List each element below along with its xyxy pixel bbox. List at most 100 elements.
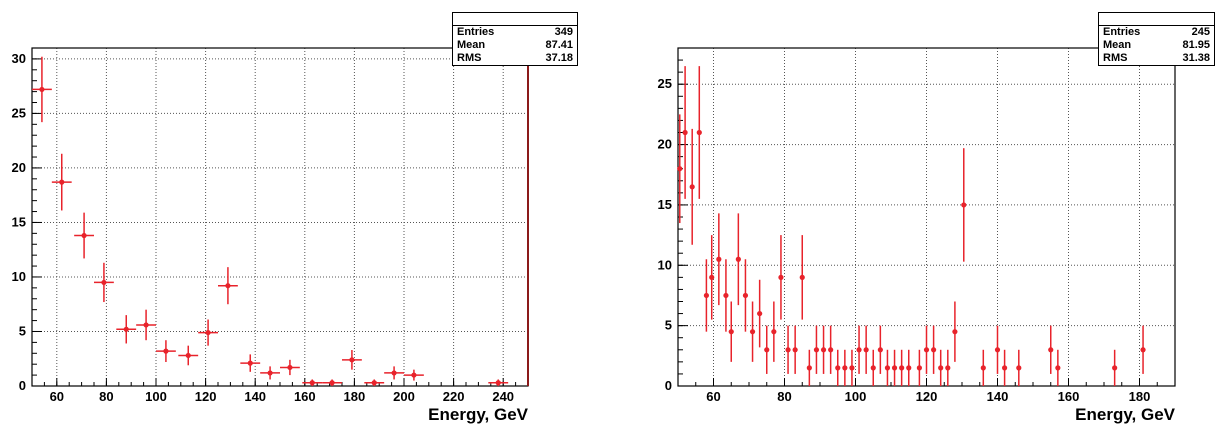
- stats-box-header: [453, 13, 577, 26]
- data-point-marker: [778, 274, 784, 280]
- stats-entries-value: 349: [554, 26, 573, 38]
- stats-entries-row: Entries 349: [453, 26, 577, 39]
- data-point-marker: [682, 129, 688, 136]
- data-point-marker: [923, 347, 930, 353]
- data-point-marker: [329, 380, 335, 386]
- y-tick-label: 20: [12, 160, 26, 175]
- data-point-marker: [287, 364, 293, 371]
- data-point-marker: [813, 347, 820, 353]
- data-point-marker: [709, 274, 715, 280]
- x-tick-label: 80: [777, 389, 791, 404]
- data-point-marker: [931, 347, 937, 353]
- stats-entries-value: 245: [1191, 26, 1210, 38]
- data-point-marker: [247, 360, 253, 366]
- data-point-marker: [842, 365, 848, 371]
- data-point-marker: [143, 322, 149, 328]
- data-point-marker: [163, 348, 169, 354]
- data-point-marker: [820, 347, 827, 353]
- data-point-marker: [994, 347, 1001, 353]
- y-tick-label: 15: [658, 197, 672, 212]
- data-point-marker: [1048, 347, 1054, 353]
- y-tick-label: 0: [665, 378, 672, 393]
- data-point-marker: [742, 292, 749, 299]
- x-tick-label: 180: [344, 389, 366, 404]
- data-point-marker: [39, 86, 45, 93]
- y-tick-label: 15: [12, 214, 26, 229]
- data-point-marker: [185, 352, 191, 359]
- data-point-marker: [371, 380, 377, 386]
- data-point-marker: [884, 365, 891, 371]
- x-axis-label: Energy, GeV: [428, 405, 528, 424]
- data-point-marker: [123, 326, 129, 332]
- y-tick-label: 5: [19, 323, 26, 338]
- x-tick-label: 140: [987, 389, 1009, 404]
- data-point-marker: [716, 256, 722, 262]
- y-tick-label: 20: [658, 137, 672, 152]
- data-point-marker: [1002, 365, 1008, 371]
- right-histogram-panel: 60 80 100 120 140 160 180 0 5 10 15 20 25 Energy, GeV…: [620, 0, 1215, 427]
- data-point-marker: [961, 202, 967, 208]
- stats-entries-label: Entries: [1103, 26, 1141, 38]
- data-point-marker: [309, 380, 315, 386]
- data-point-marker: [267, 370, 273, 376]
- data-point-marker: [1112, 365, 1118, 371]
- data-point-marker: [771, 329, 777, 335]
- left-stats-box: Entries 349 Mean 87.41 RMS 37.18: [452, 12, 578, 66]
- y-tick-label: 10: [12, 269, 26, 284]
- data-point-marker: [835, 365, 841, 371]
- data-point-marker: [411, 372, 417, 378]
- stats-mean-label: Mean: [1103, 39, 1132, 51]
- stats-rms-label: RMS: [457, 52, 482, 64]
- data-point-marker: [81, 232, 87, 239]
- x-tick-label: 200: [393, 389, 415, 404]
- data-point-marker: [945, 365, 951, 371]
- data-point-marker: [1016, 365, 1022, 371]
- data-point-marker: [938, 365, 944, 371]
- data-point-marker: [799, 274, 805, 280]
- data-point-marker: [891, 365, 898, 371]
- data-point-marker: [703, 292, 709, 299]
- y-tick-label: 30: [12, 51, 26, 66]
- data-point-marker: [101, 279, 107, 286]
- x-tick-label: 180: [1129, 389, 1151, 404]
- y-tick-label: 25: [658, 76, 672, 91]
- data-point-marker: [785, 347, 791, 353]
- data-point-marker: [728, 329, 734, 335]
- x-tick-label: 120: [195, 389, 217, 404]
- data-point-marker: [757, 310, 763, 317]
- stats-entries-label: Entries: [457, 26, 495, 38]
- data-point-marker: [980, 365, 986, 371]
- data-point-marker: [495, 380, 501, 386]
- stats-mean-label: Mean: [457, 39, 486, 51]
- data-point-marker: [749, 329, 756, 335]
- x-tick-label: 100: [845, 389, 867, 404]
- data-point-marker: [205, 329, 211, 336]
- data-point-marker: [59, 179, 65, 185]
- x-tick-label: 120: [916, 389, 938, 404]
- x-tick-label: 80: [99, 389, 113, 404]
- y-tick-label: 0: [19, 378, 26, 393]
- data-point-marker: [1055, 365, 1061, 371]
- data-point-marker: [689, 184, 695, 190]
- stats-rms-label: RMS: [1103, 52, 1128, 64]
- data-point-marker: [906, 365, 912, 371]
- x-tick-label: 100: [145, 389, 167, 404]
- x-tick-label: 160: [294, 389, 316, 404]
- data-point-marker: [723, 292, 729, 299]
- data-point-marker: [349, 357, 355, 363]
- x-tick-label: 160: [1058, 389, 1080, 404]
- right-stats-box: Entries 245 Mean 81.95 RMS 31.38: [1098, 12, 1215, 66]
- x-tick-label: 60: [706, 389, 720, 404]
- data-point-marker: [806, 365, 812, 371]
- data-point-marker: [877, 347, 883, 353]
- data-point-marker: [828, 347, 834, 353]
- right-histogram-chart: 60 80 100 120 140 160 180 0 5 10 15 20 25 Energy, GeV: [658, 47, 1176, 424]
- stats-rms-value: 31.38: [1182, 52, 1210, 64]
- x-tick-label: 220: [443, 389, 465, 404]
- data-point-marker: [764, 347, 770, 353]
- data-point-marker: [677, 166, 683, 172]
- data-point-marker: [899, 365, 905, 371]
- data-point-marker: [849, 365, 855, 371]
- data-point-marker: [863, 347, 869, 353]
- x-tick-label: 240: [492, 389, 514, 404]
